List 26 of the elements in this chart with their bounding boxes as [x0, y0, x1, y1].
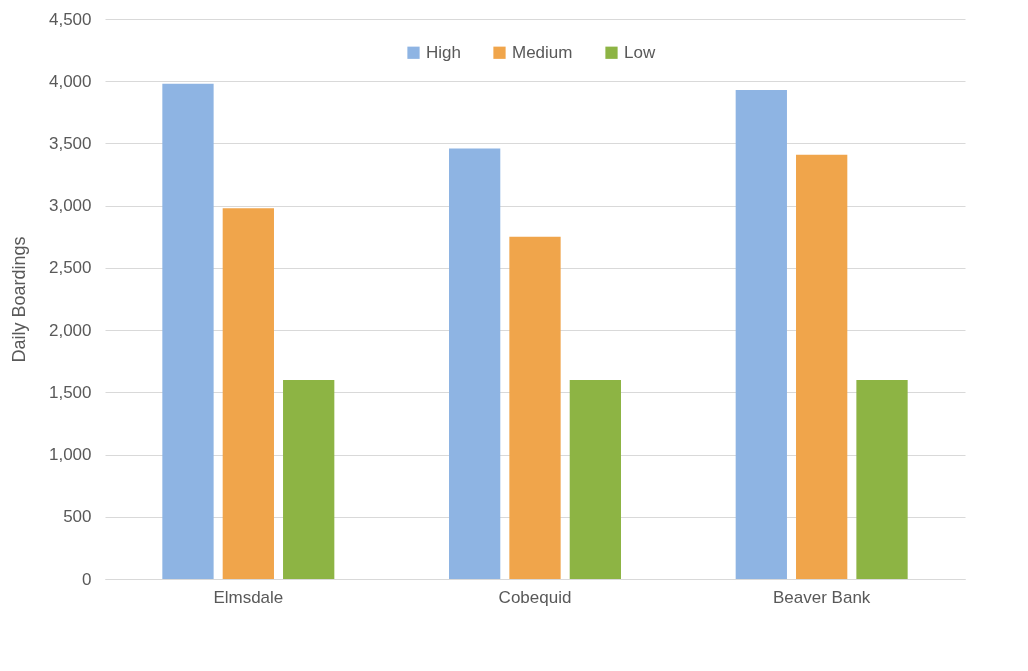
legend-label: Medium — [512, 42, 573, 62]
bar — [222, 208, 274, 579]
bar — [796, 154, 848, 579]
y-tick-label: 1,500 — [48, 382, 92, 402]
x-tick-label: Beaver Bank — [772, 587, 871, 607]
y-tick-label: 500 — [63, 507, 92, 527]
x-tick-label: Elmsdale — [213, 587, 284, 607]
y-tick-label: 3,000 — [48, 196, 92, 216]
bar — [735, 89, 787, 579]
bar — [283, 379, 335, 579]
y-tick-label: 1,000 — [48, 445, 92, 465]
x-tick-label: Cobequid — [498, 587, 572, 607]
bar — [569, 379, 621, 579]
bar — [449, 148, 501, 579]
y-tick-label: 2,000 — [48, 320, 92, 340]
y-tick-label: 4,500 — [48, 9, 92, 29]
y-tick-label: 4,000 — [48, 71, 92, 91]
y-tick-label: 0 — [82, 569, 92, 589]
legend-label: High — [426, 42, 461, 62]
y-tick-label: 3,500 — [48, 133, 92, 153]
bar — [162, 83, 214, 579]
bar — [509, 236, 561, 579]
y-tick-label: 2,500 — [48, 258, 92, 278]
legend-label: Low — [624, 42, 656, 62]
bar — [856, 379, 908, 579]
y-axis-title: Daily Boardings — [8, 236, 29, 363]
